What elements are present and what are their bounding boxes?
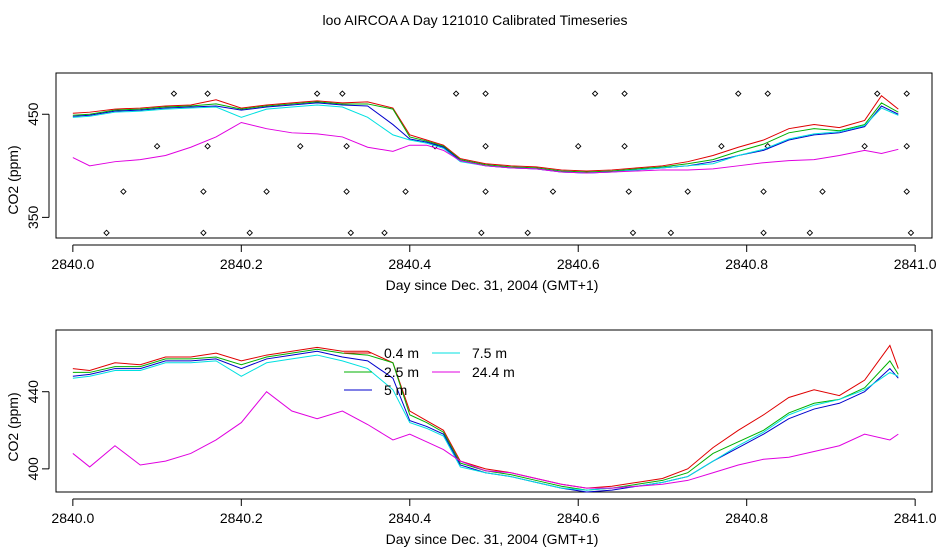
legend: 0.4 m 2.5 m 5 m 7.5 m 24.4 m bbox=[344, 345, 515, 398]
series-line-0-4-m bbox=[72, 344, 899, 489]
x-tick-label: 2840.2 bbox=[220, 510, 263, 526]
diamond-marker bbox=[482, 142, 489, 150]
diamond-marker bbox=[313, 90, 321, 97]
series-line-2-5-m bbox=[72, 101, 899, 173]
diamond-marker bbox=[903, 142, 910, 150]
diamond-marker bbox=[819, 188, 826, 195]
diamond-marker bbox=[452, 90, 460, 97]
x-tick-label: 2840.6 bbox=[557, 256, 600, 272]
series-line-24-4-m bbox=[72, 121, 899, 174]
bottom-y-axis: 400 440 bbox=[25, 380, 50, 481]
diamond-marker bbox=[684, 188, 691, 195]
diamond-marker bbox=[204, 142, 211, 150]
legend-label: 0.4 m bbox=[384, 345, 419, 361]
x-tick-label: 2840.2 bbox=[220, 256, 263, 272]
top-y-axis-label: CO2 (ppm) bbox=[5, 145, 21, 214]
legend-label: 2.5 m bbox=[384, 364, 419, 380]
y-tick-label: 350 bbox=[25, 205, 41, 229]
top-x-axis-label: Day since Dec. 31, 2004 (GMT+1) bbox=[386, 277, 599, 293]
diamond-marker bbox=[735, 90, 742, 97]
diamond-marker bbox=[903, 90, 910, 97]
diamond-marker bbox=[402, 188, 409, 195]
series-line-2-5-m bbox=[72, 348, 899, 491]
diamond-marker bbox=[907, 229, 915, 237]
diamond-marker bbox=[120, 188, 127, 195]
chart-title: loo AIRCOA A Day 121010 Calibrated Times… bbox=[322, 12, 627, 28]
diamond-marker bbox=[200, 188, 207, 195]
series-line-5-m bbox=[72, 350, 899, 493]
legend-label: 5 m bbox=[384, 382, 407, 398]
x-tick-label: 2840.8 bbox=[725, 256, 768, 272]
diamond-marker bbox=[347, 229, 355, 237]
series-line-7-5-m bbox=[72, 104, 899, 174]
diamond-marker bbox=[103, 229, 110, 237]
x-tick-label: 2840.0 bbox=[51, 510, 94, 526]
bottom-panel: 2840.0 2840.2 2840.4 2840.6 2840.8 2841.0 400… bbox=[5, 329, 937, 547]
y-tick-label: 450 bbox=[25, 102, 41, 126]
top-series-lines bbox=[72, 94, 899, 174]
diamond-marker bbox=[621, 142, 628, 150]
diamond-marker bbox=[591, 90, 599, 97]
x-tick-label: 2840.0 bbox=[51, 256, 94, 272]
bottom-series-lines bbox=[72, 344, 899, 493]
diamond-marker bbox=[621, 90, 628, 97]
diamond-marker bbox=[482, 90, 489, 97]
diamond-marker bbox=[764, 90, 771, 97]
bottom-x-axis: 2840.0 2840.2 2840.4 2840.6 2840.8 2841.0 bbox=[51, 498, 937, 526]
legend-label: 24.4 m bbox=[472, 364, 515, 380]
diamond-marker bbox=[343, 142, 350, 150]
top-markers bbox=[103, 90, 915, 237]
diamond-marker bbox=[482, 188, 489, 195]
diamond-marker bbox=[903, 188, 910, 195]
diamond-marker bbox=[760, 229, 767, 237]
diamond-marker bbox=[574, 142, 582, 150]
x-tick-label: 2840.6 bbox=[557, 510, 600, 526]
diamond-marker bbox=[246, 229, 253, 237]
bottom-x-axis-label: Day since Dec. 31, 2004 (GMT+1) bbox=[386, 531, 599, 547]
series-line-7-5-m bbox=[72, 354, 899, 491]
bottom-y-axis-label: CO2 (ppm) bbox=[5, 392, 21, 461]
diamond-marker bbox=[381, 229, 388, 237]
x-tick-label: 2841.0 bbox=[894, 510, 937, 526]
diamond-marker bbox=[874, 90, 881, 97]
y-tick-label: 440 bbox=[25, 380, 41, 404]
diamond-marker bbox=[170, 90, 178, 97]
bottom-plot-frame bbox=[55, 329, 933, 493]
series-line-0-4-m bbox=[72, 94, 899, 172]
diamond-marker bbox=[549, 188, 557, 195]
series-line-24-4-m bbox=[72, 391, 899, 489]
series-line-5-m bbox=[72, 102, 899, 174]
diamond-marker bbox=[153, 142, 161, 150]
x-tick-label: 2841.0 bbox=[894, 256, 937, 272]
x-tick-label: 2840.4 bbox=[388, 256, 431, 272]
diamond-marker bbox=[343, 188, 350, 195]
diamond-marker bbox=[524, 229, 531, 237]
top-x-axis: 2840.0 2840.2 2840.4 2840.6 2840.8 2841.0 bbox=[51, 244, 937, 272]
diamond-marker bbox=[200, 229, 207, 237]
diamond-marker bbox=[263, 188, 270, 195]
y-tick-label: 400 bbox=[25, 457, 41, 481]
diamond-marker bbox=[204, 90, 211, 97]
diamond-marker bbox=[297, 142, 304, 150]
diamond-marker bbox=[861, 142, 868, 150]
diamond-marker bbox=[625, 188, 633, 195]
diamond-marker bbox=[629, 229, 637, 237]
diamond-marker bbox=[667, 229, 675, 237]
x-tick-label: 2840.8 bbox=[725, 510, 768, 526]
diamond-marker bbox=[760, 188, 767, 195]
diamond-marker bbox=[806, 229, 814, 237]
x-tick-label: 2840.4 bbox=[388, 510, 431, 526]
top-plot-frame bbox=[55, 72, 933, 239]
legend-label: 7.5 m bbox=[472, 345, 507, 361]
top-panel: 2840.0 2840.2 2840.4 2840.6 2840.8 2841.0 350… bbox=[5, 72, 937, 293]
diamond-marker bbox=[478, 229, 485, 237]
top-y-axis: 350 450 bbox=[25, 102, 50, 229]
diamond-marker bbox=[339, 90, 346, 97]
diamond-marker bbox=[718, 142, 725, 150]
